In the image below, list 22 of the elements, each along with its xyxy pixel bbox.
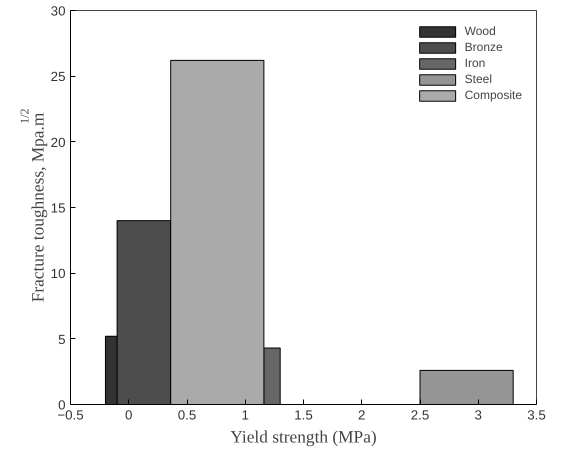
x-tick-label: 3.5: [527, 408, 546, 422]
x-tick-label: 0: [125, 408, 132, 422]
y-tick-label: 30: [50, 4, 66, 18]
legend-label: Iron: [464, 56, 486, 70]
y-tick-label: 10: [50, 266, 66, 282]
legend-label: Bronze: [464, 40, 503, 54]
x-tick-label: 0.5: [178, 408, 196, 422]
x-axis-title: Yield strength (MPa): [230, 428, 377, 446]
x-tick-label: 2: [358, 408, 366, 422]
x-tick-label: 3: [474, 408, 482, 422]
y-tick-label: 20: [50, 134, 66, 150]
legend-label: Composite: [464, 88, 522, 102]
legend-label: Steel: [464, 72, 492, 86]
x-tick-label: 2.5: [410, 408, 430, 422]
y-tick-label: 25: [50, 69, 66, 84]
y-axis-title: Fracture toughness, Mpa.m1/2: [18, 108, 48, 302]
x-tick-label: 1.5: [294, 408, 313, 422]
y-tick-label: 15: [50, 200, 66, 216]
y-tick-label: 0: [58, 398, 66, 412]
x-tick-label: 1: [242, 408, 249, 422]
y-tick-label: 5: [58, 332, 66, 347]
legend-label: Wood: [464, 24, 496, 38]
